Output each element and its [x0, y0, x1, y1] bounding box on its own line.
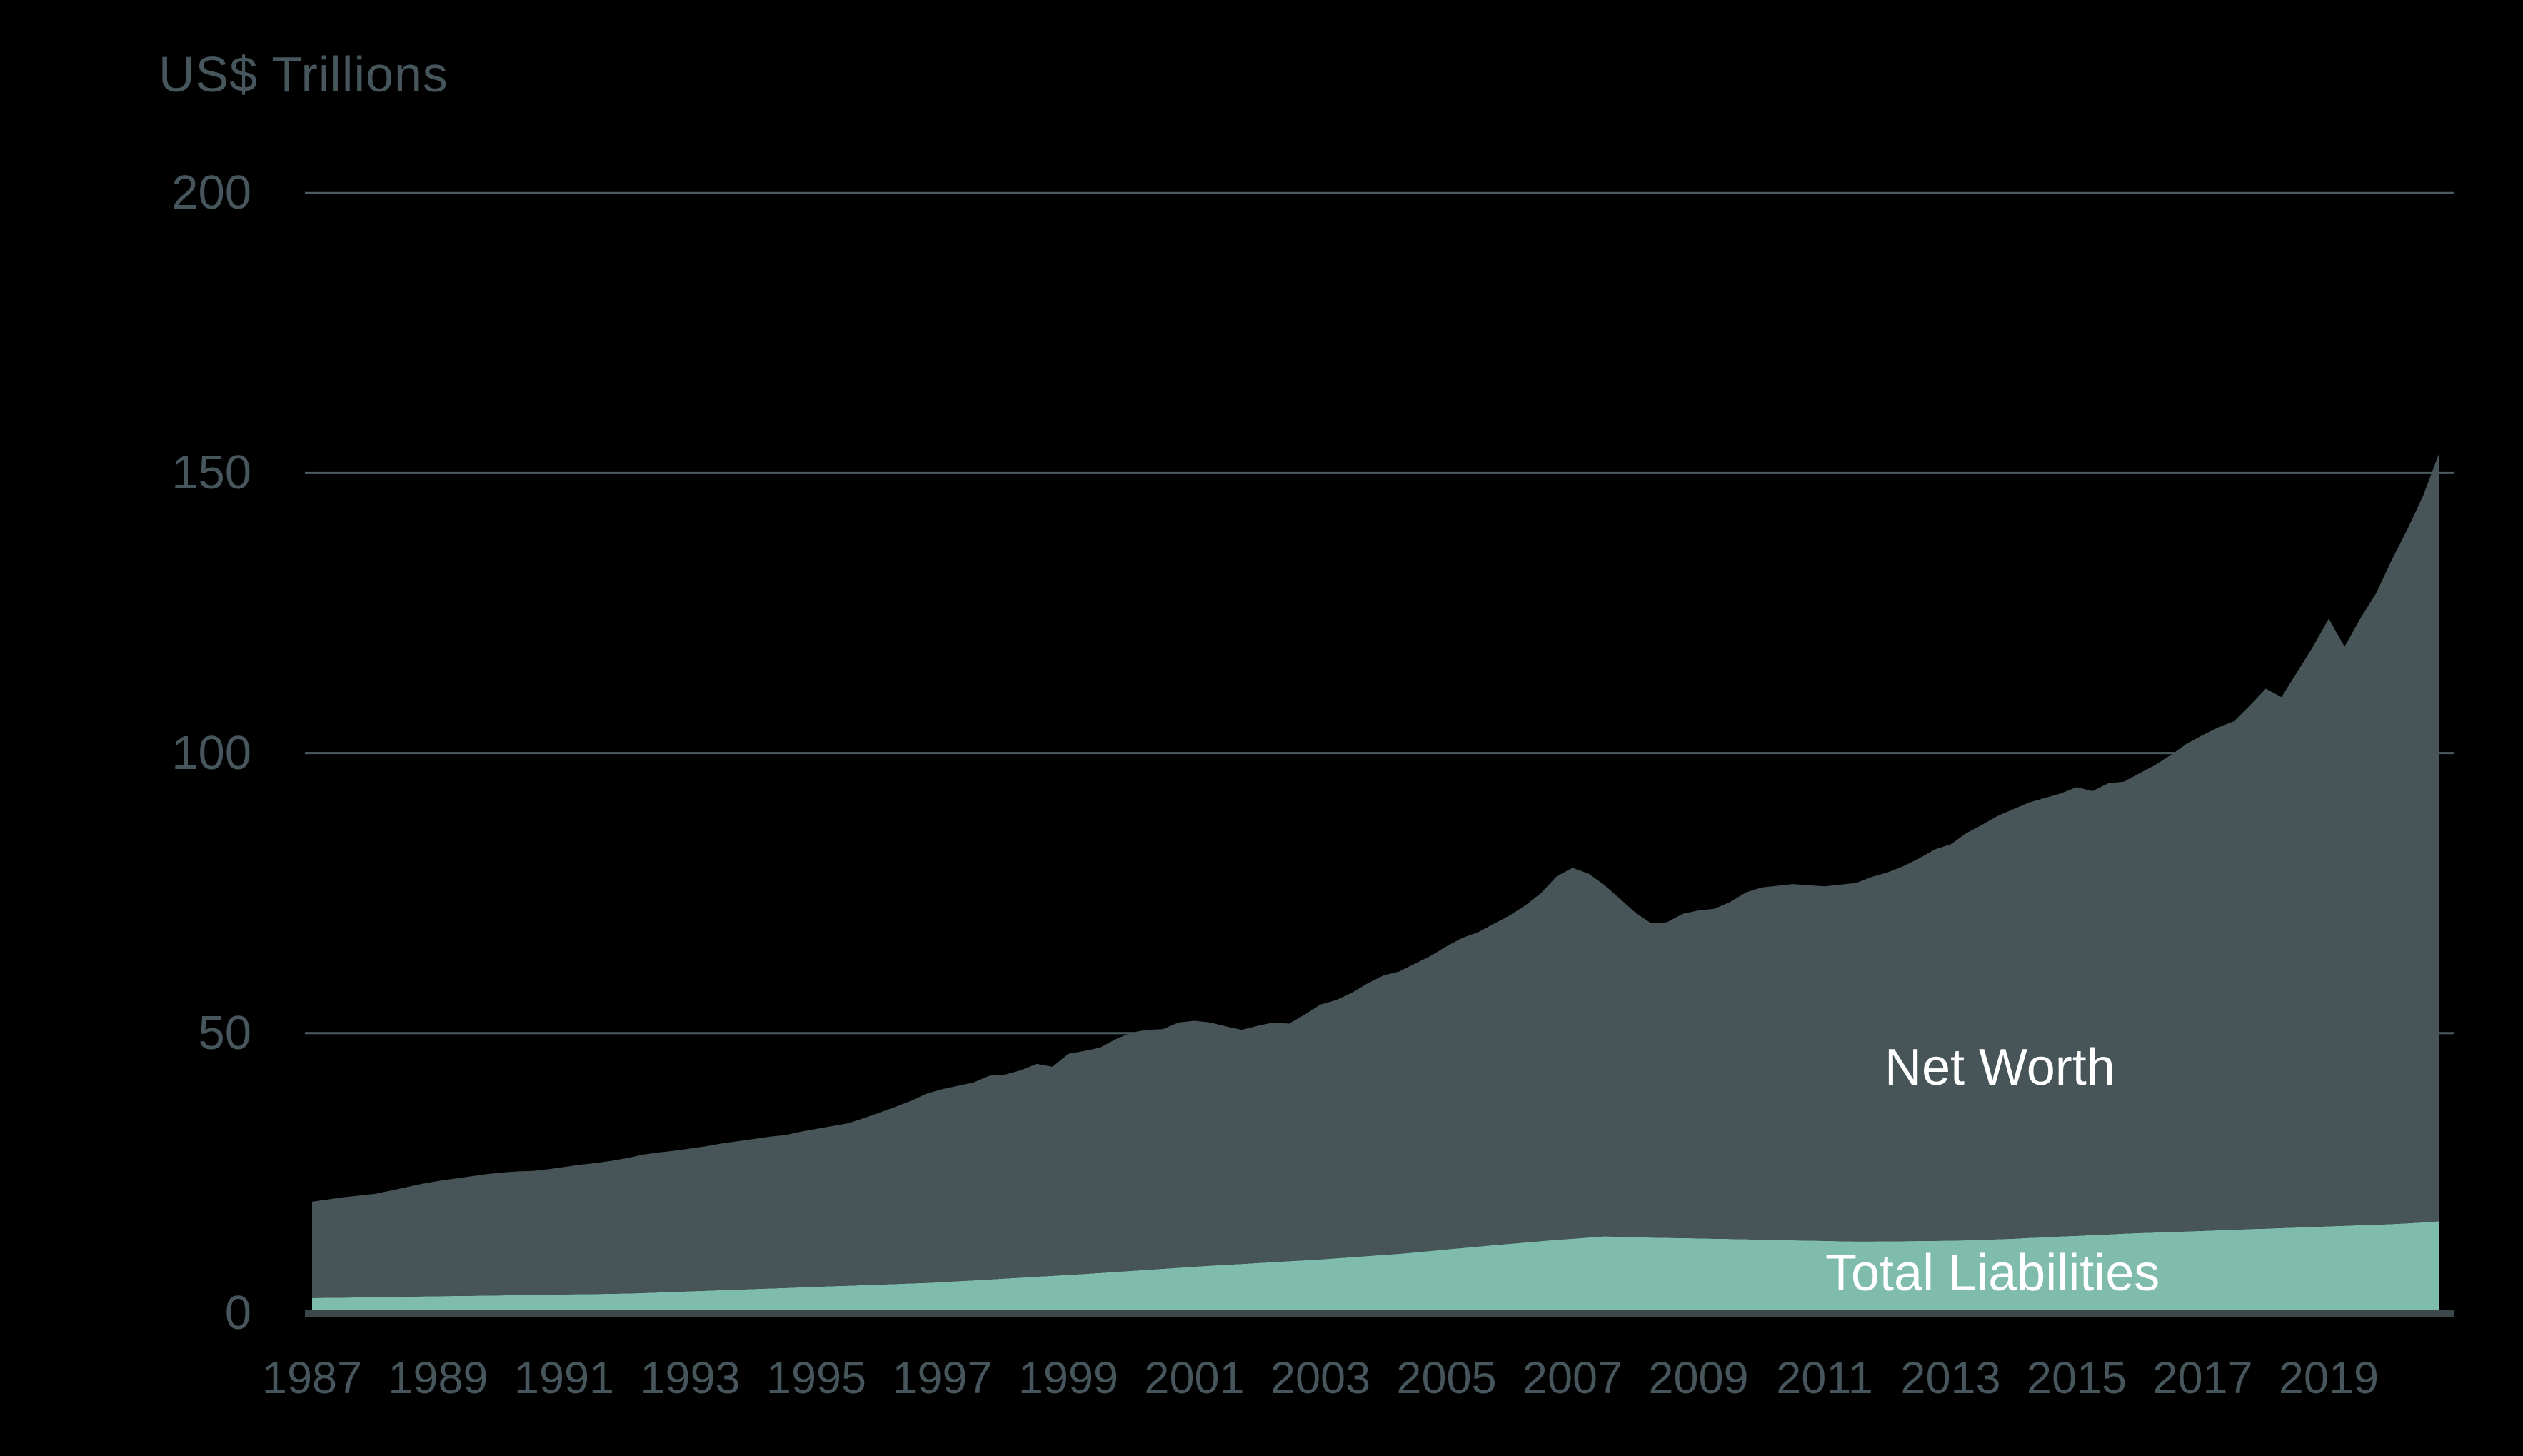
x-tick-label-1999: 1999 [1018, 1353, 1119, 1403]
x-tick-label-2003: 2003 [1270, 1353, 1371, 1403]
x-tick-label-1997: 1997 [892, 1353, 993, 1403]
x-tick-label-1991: 1991 [513, 1353, 615, 1403]
x-tick-label-2005: 2005 [1396, 1353, 1497, 1403]
x-tick-label-1989: 1989 [388, 1353, 488, 1403]
y-tick-label-100: 100 [171, 726, 251, 780]
y-tick-label-150: 150 [171, 446, 251, 500]
y-axis-unit-label: US$ Trillions [159, 46, 448, 102]
net-worth-series-label: Net Worth [1885, 1039, 2115, 1096]
x-tick-label-2009: 2009 [1648, 1353, 1749, 1403]
total-liabilities-area [312, 1221, 2439, 1313]
net-worth-area [312, 453, 2439, 1298]
x-tick-label-2001: 2001 [1144, 1353, 1245, 1403]
x-tick-label-2017: 2017 [2152, 1353, 2253, 1403]
x-tick-label-2011: 2011 [1776, 1353, 1873, 1403]
x-tick-label-2019: 2019 [2278, 1353, 2379, 1403]
y-tick-label-200: 200 [171, 166, 251, 220]
total-liabilities-series-label: Total Liabilities [1825, 1245, 2160, 1302]
x-tick-label-1993: 1993 [640, 1353, 741, 1403]
x-tick-label-1995: 1995 [766, 1353, 867, 1403]
x-axis-line [305, 1310, 2454, 1317]
x-tick-label-2013: 2013 [1900, 1353, 2001, 1403]
x-tick-label-2007: 2007 [1522, 1353, 1623, 1403]
x-tick-label-2015: 2015 [2026, 1353, 2127, 1403]
y-tick-label-50: 50 [198, 1005, 251, 1060]
y-tick-label-0: 0 [224, 1286, 251, 1340]
x-tick-label-1987: 1987 [261, 1353, 363, 1403]
